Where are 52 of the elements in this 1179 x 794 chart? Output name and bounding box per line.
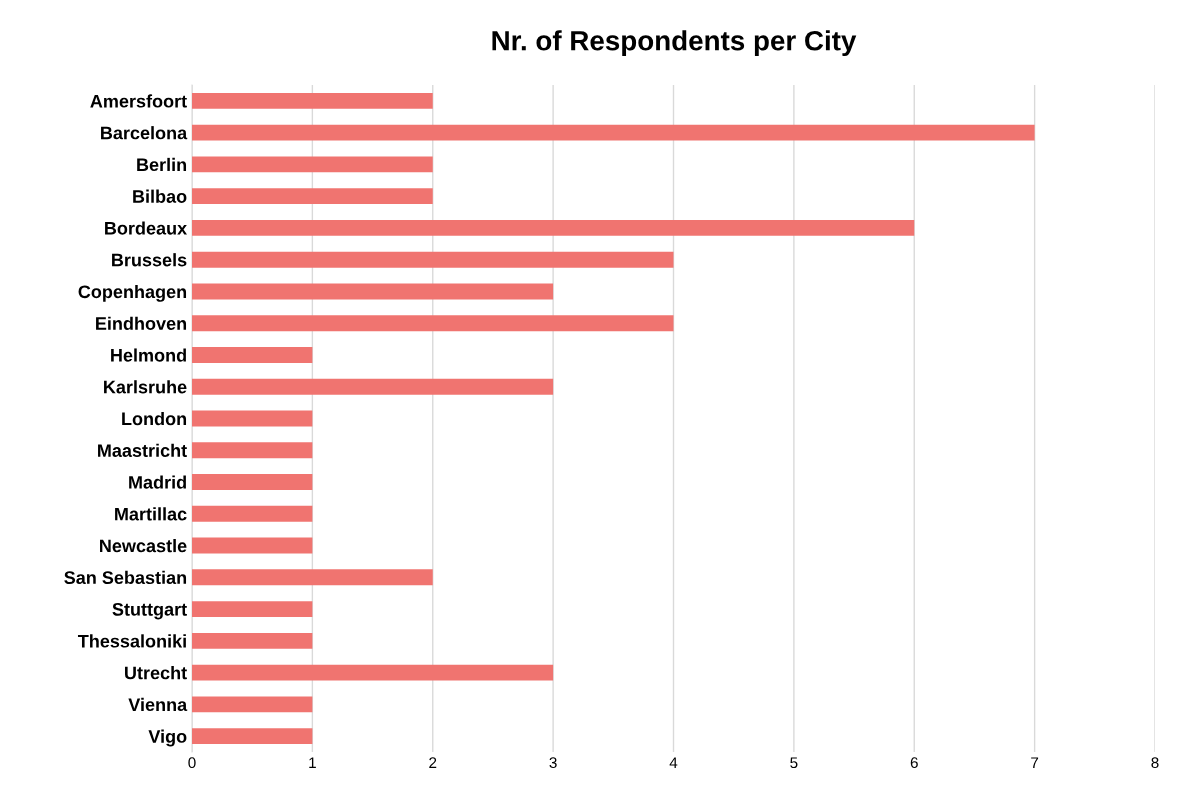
bar: [192, 632, 313, 649]
bar: [192, 474, 313, 490]
y-tick-label: Eindhoven: [96, 316, 187, 330]
bar: [192, 315, 674, 332]
y-tick-label: Newcastle: [100, 539, 187, 553]
bar: [192, 378, 554, 395]
x-tick-label: 1: [309, 757, 316, 768]
y-tick-label: Barcelona: [101, 126, 188, 140]
y-tick-label: Amersfoort: [90, 94, 187, 108]
bar: [192, 696, 313, 713]
bar: [192, 124, 1035, 141]
y-tick-label: Utrecht: [125, 666, 187, 680]
bar: [192, 156, 433, 173]
bar: [192, 728, 313, 745]
bar: [192, 283, 554, 300]
x-tick-label: 7: [1031, 757, 1039, 768]
bar: [192, 505, 313, 522]
y-tick-label: Vigo: [148, 729, 187, 747]
bar: [192, 251, 674, 268]
y-tick-label: Copenhagen: [78, 284, 187, 302]
y-tick-label: Madrid: [129, 475, 186, 489]
y-tick-label: London: [122, 411, 187, 426]
y-tick-label: San Sebastian: [64, 570, 187, 585]
bar: [192, 219, 915, 236]
y-tick-label: Thessaloniki: [77, 634, 186, 648]
y-tick-label: Helmond: [111, 348, 186, 362]
bar: [192, 410, 313, 427]
x-tick-label: 2: [429, 757, 437, 768]
bar: [192, 664, 554, 681]
y-tick-label: Brussels: [112, 253, 187, 267]
y-tick-label: Maastricht: [98, 443, 187, 457]
x-tick-label: 6: [910, 757, 918, 769]
x-tick-label: 5: [790, 757, 798, 769]
x-tick-label: 3: [549, 757, 557, 769]
y-tick-label: Vienna: [128, 697, 188, 712]
bar: [192, 601, 313, 618]
bar: [192, 92, 433, 109]
bar: [192, 188, 433, 205]
bar: [192, 347, 313, 363]
chart-title: Nr. of Respondents per City: [492, 30, 857, 57]
y-tick-label: Berlin: [137, 157, 187, 172]
bar: [192, 442, 313, 459]
x-tick-label: 4: [669, 757, 678, 768]
x-tick-label: 8: [1151, 757, 1159, 769]
y-tick-label: Bordeaux: [105, 221, 188, 235]
y-tick-label: Karlsruhe: [104, 380, 187, 394]
x-tick-label: 0: [188, 757, 196, 769]
bar: [192, 537, 313, 554]
y-tick-label: Stuttgart: [112, 602, 187, 620]
bar: [192, 569, 433, 586]
y-tick-label: Bilbao: [133, 189, 187, 203]
y-tick-label: Martillac: [115, 507, 187, 521]
